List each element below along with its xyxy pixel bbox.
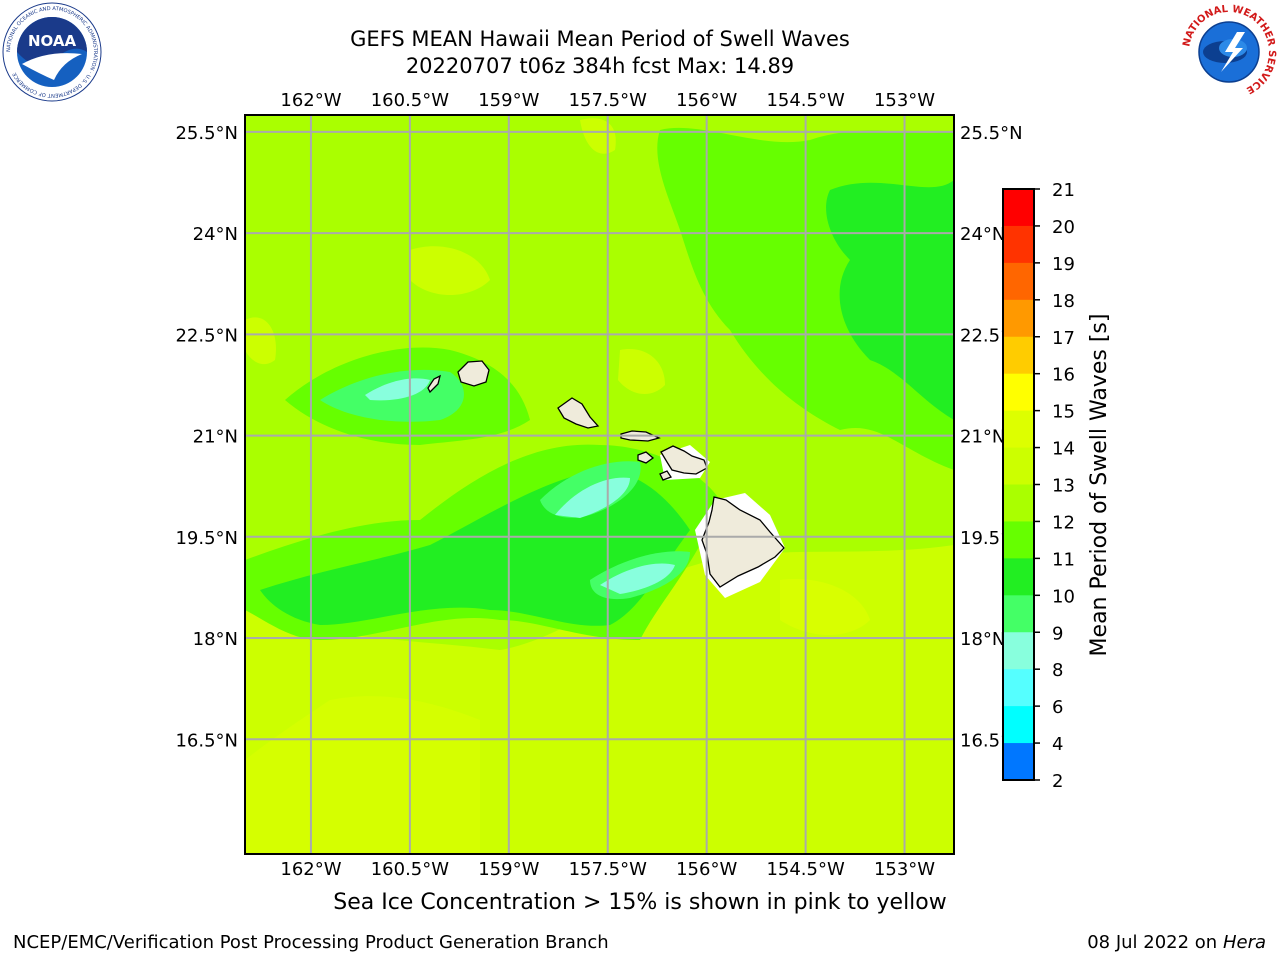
lon-label-top-4: 156°W: [676, 90, 737, 111]
lon-label-top-0: 162°W: [280, 90, 341, 111]
chart-title: GEFS MEAN Hawaii Mean Period of Swell Wa…: [350, 27, 850, 51]
colorbar-tick-label-16: 2: [1052, 771, 1063, 792]
lon-label-top-2: 159°W: [478, 90, 539, 111]
colorbar-segment-15: [1003, 743, 1034, 781]
colorbar-segment-4: [1003, 336, 1034, 375]
colorbar-tick-label-4: 17: [1052, 328, 1075, 349]
colorbar-tick-label-1: 20: [1052, 217, 1075, 238]
colorbar-segment-14: [1003, 706, 1034, 744]
footer-date: 08 Jul 2022 on Hera: [1087, 932, 1266, 953]
lat-label-left-1: 24°N: [193, 224, 238, 245]
colorbar-tick-label-6: 15: [1052, 402, 1075, 423]
lat-label-left-2: 22.5°N: [175, 325, 238, 346]
colorbar-tick-label-8: 13: [1052, 476, 1075, 497]
colorbar-tick-label-14: 6: [1052, 697, 1063, 718]
colorbar-segment-11: [1003, 595, 1034, 633]
colorbar-ticks: 21 20 19 18 17 16 15 14 13 12 11 10 9 8 6 4 2: [1034, 180, 1075, 792]
island-niihau: [427, 374, 441, 394]
island-kauai: [457, 360, 490, 387]
colorbar-tick-label-7: 14: [1052, 439, 1075, 460]
lon-label-top-5: 154.5°W: [766, 90, 845, 111]
colorbar-tick-label-12: 9: [1052, 623, 1063, 644]
colorbar-segment-13: [1003, 669, 1034, 707]
svg-text:NOAA: NOAA: [28, 32, 77, 50]
lat-label-left-4: 19.5°N: [175, 528, 238, 549]
map-frame: [244, 114, 955, 855]
footer-credit: NCEP/EMC/Verification Post Processing Pr…: [13, 932, 609, 953]
lon-label-bottom-1: 160.5°W: [371, 859, 450, 880]
lat-label-left-0: 25.5°N: [175, 123, 238, 144]
contour-field: [245, 115, 954, 854]
island-hawaii: [701, 496, 785, 588]
lon-label-top-3: 157.5°W: [569, 90, 648, 111]
colorbar-tick-label-11: 10: [1052, 586, 1075, 607]
colorbar-segment-10: [1003, 558, 1034, 596]
lat-label-right-1: 24°N: [960, 224, 1005, 245]
colorbar-tick-label-0: 21: [1052, 180, 1075, 201]
colorbar-segment-9: [1003, 521, 1034, 559]
lon-label-bottom-6: 153°W: [874, 859, 935, 880]
lat-label-right-3: 21°N: [960, 427, 1005, 448]
colorbar-segment-1: [1003, 225, 1034, 264]
lon-label-bottom-0: 162°W: [280, 859, 341, 880]
colorbar-tick-label-13: 8: [1052, 660, 1063, 681]
lon-label-bottom-5: 154.5°W: [766, 859, 845, 880]
lon-label-bottom-3: 157.5°W: [569, 859, 648, 880]
colorbar-label: Mean Period of Swell Waves [s]: [1087, 314, 1112, 657]
island-lanai: [637, 451, 655, 464]
colorbar-segment-0: [1003, 189, 1034, 227]
colorbar-tick-label-9: 12: [1052, 512, 1075, 533]
lat-label-right-0: 25.5°N: [960, 123, 1023, 144]
lat-labels-left: 25.5°N 24°N 22.5°N 21°N 19.5°N 18°N 16.5°N: [175, 123, 238, 751]
colorbar-segment-12: [1003, 632, 1034, 670]
lon-label-bottom-4: 156°W: [676, 859, 737, 880]
lon-label-top-6: 153°W: [874, 90, 935, 111]
gridlines: [245, 115, 954, 854]
noaa-logo: NATIONAL OCEANIC AND ATMOSPHERIC ADMINIS…: [2, 2, 102, 102]
sea-ice-note: Sea Ice Concentration > 15% is shown in …: [333, 890, 947, 915]
colorbar-segment-2: [1003, 262, 1034, 301]
colorbar: [1003, 189, 1034, 781]
chart-subtitle: 20220707 t06z 384h fcst Max: 14.89: [405, 54, 795, 78]
lat-label-left-3: 21°N: [193, 427, 238, 448]
lat-label-right-5: 18°N: [960, 629, 1005, 650]
island-oahu: [557, 397, 600, 429]
colorbar-tick-label-5: 16: [1052, 365, 1075, 386]
colorbar-segment-6: [1003, 410, 1034, 449]
colorbar-tick-label-3: 18: [1052, 291, 1075, 312]
island-kahoolawe: [659, 470, 672, 481]
colorbar-segment-7: [1003, 447, 1034, 485]
colorbar-tick-label-15: 4: [1052, 734, 1063, 755]
colorbar-tick-label-10: 11: [1052, 549, 1075, 570]
lon-label-bottom-2: 159°W: [478, 859, 539, 880]
footer-date-text: 08 Jul 2022 on: [1087, 932, 1223, 953]
nws-logo: NATIONAL WEATHER SERVICE: [1181, 4, 1277, 100]
lat-label-left-5: 18°N: [193, 629, 238, 650]
lon-label-top-1: 160.5°W: [371, 90, 450, 111]
colorbar-tick-label-2: 19: [1052, 254, 1075, 275]
colorbar-segment-3: [1003, 299, 1034, 338]
footer-host: Hera: [1222, 932, 1266, 953]
colorbar-segment-5: [1003, 373, 1034, 412]
lon-labels-bottom: 162°W 160.5°W 159°W 157.5°W 156°W 154.5°W 153°…: [280, 859, 935, 880]
lat-label-left-6: 16.5°N: [175, 730, 238, 751]
colorbar-segment-8: [1003, 484, 1034, 522]
lon-labels-top: 162°W 160.5°W 159°W 157.5°W 156°W 154.5°W 153°…: [280, 90, 935, 111]
